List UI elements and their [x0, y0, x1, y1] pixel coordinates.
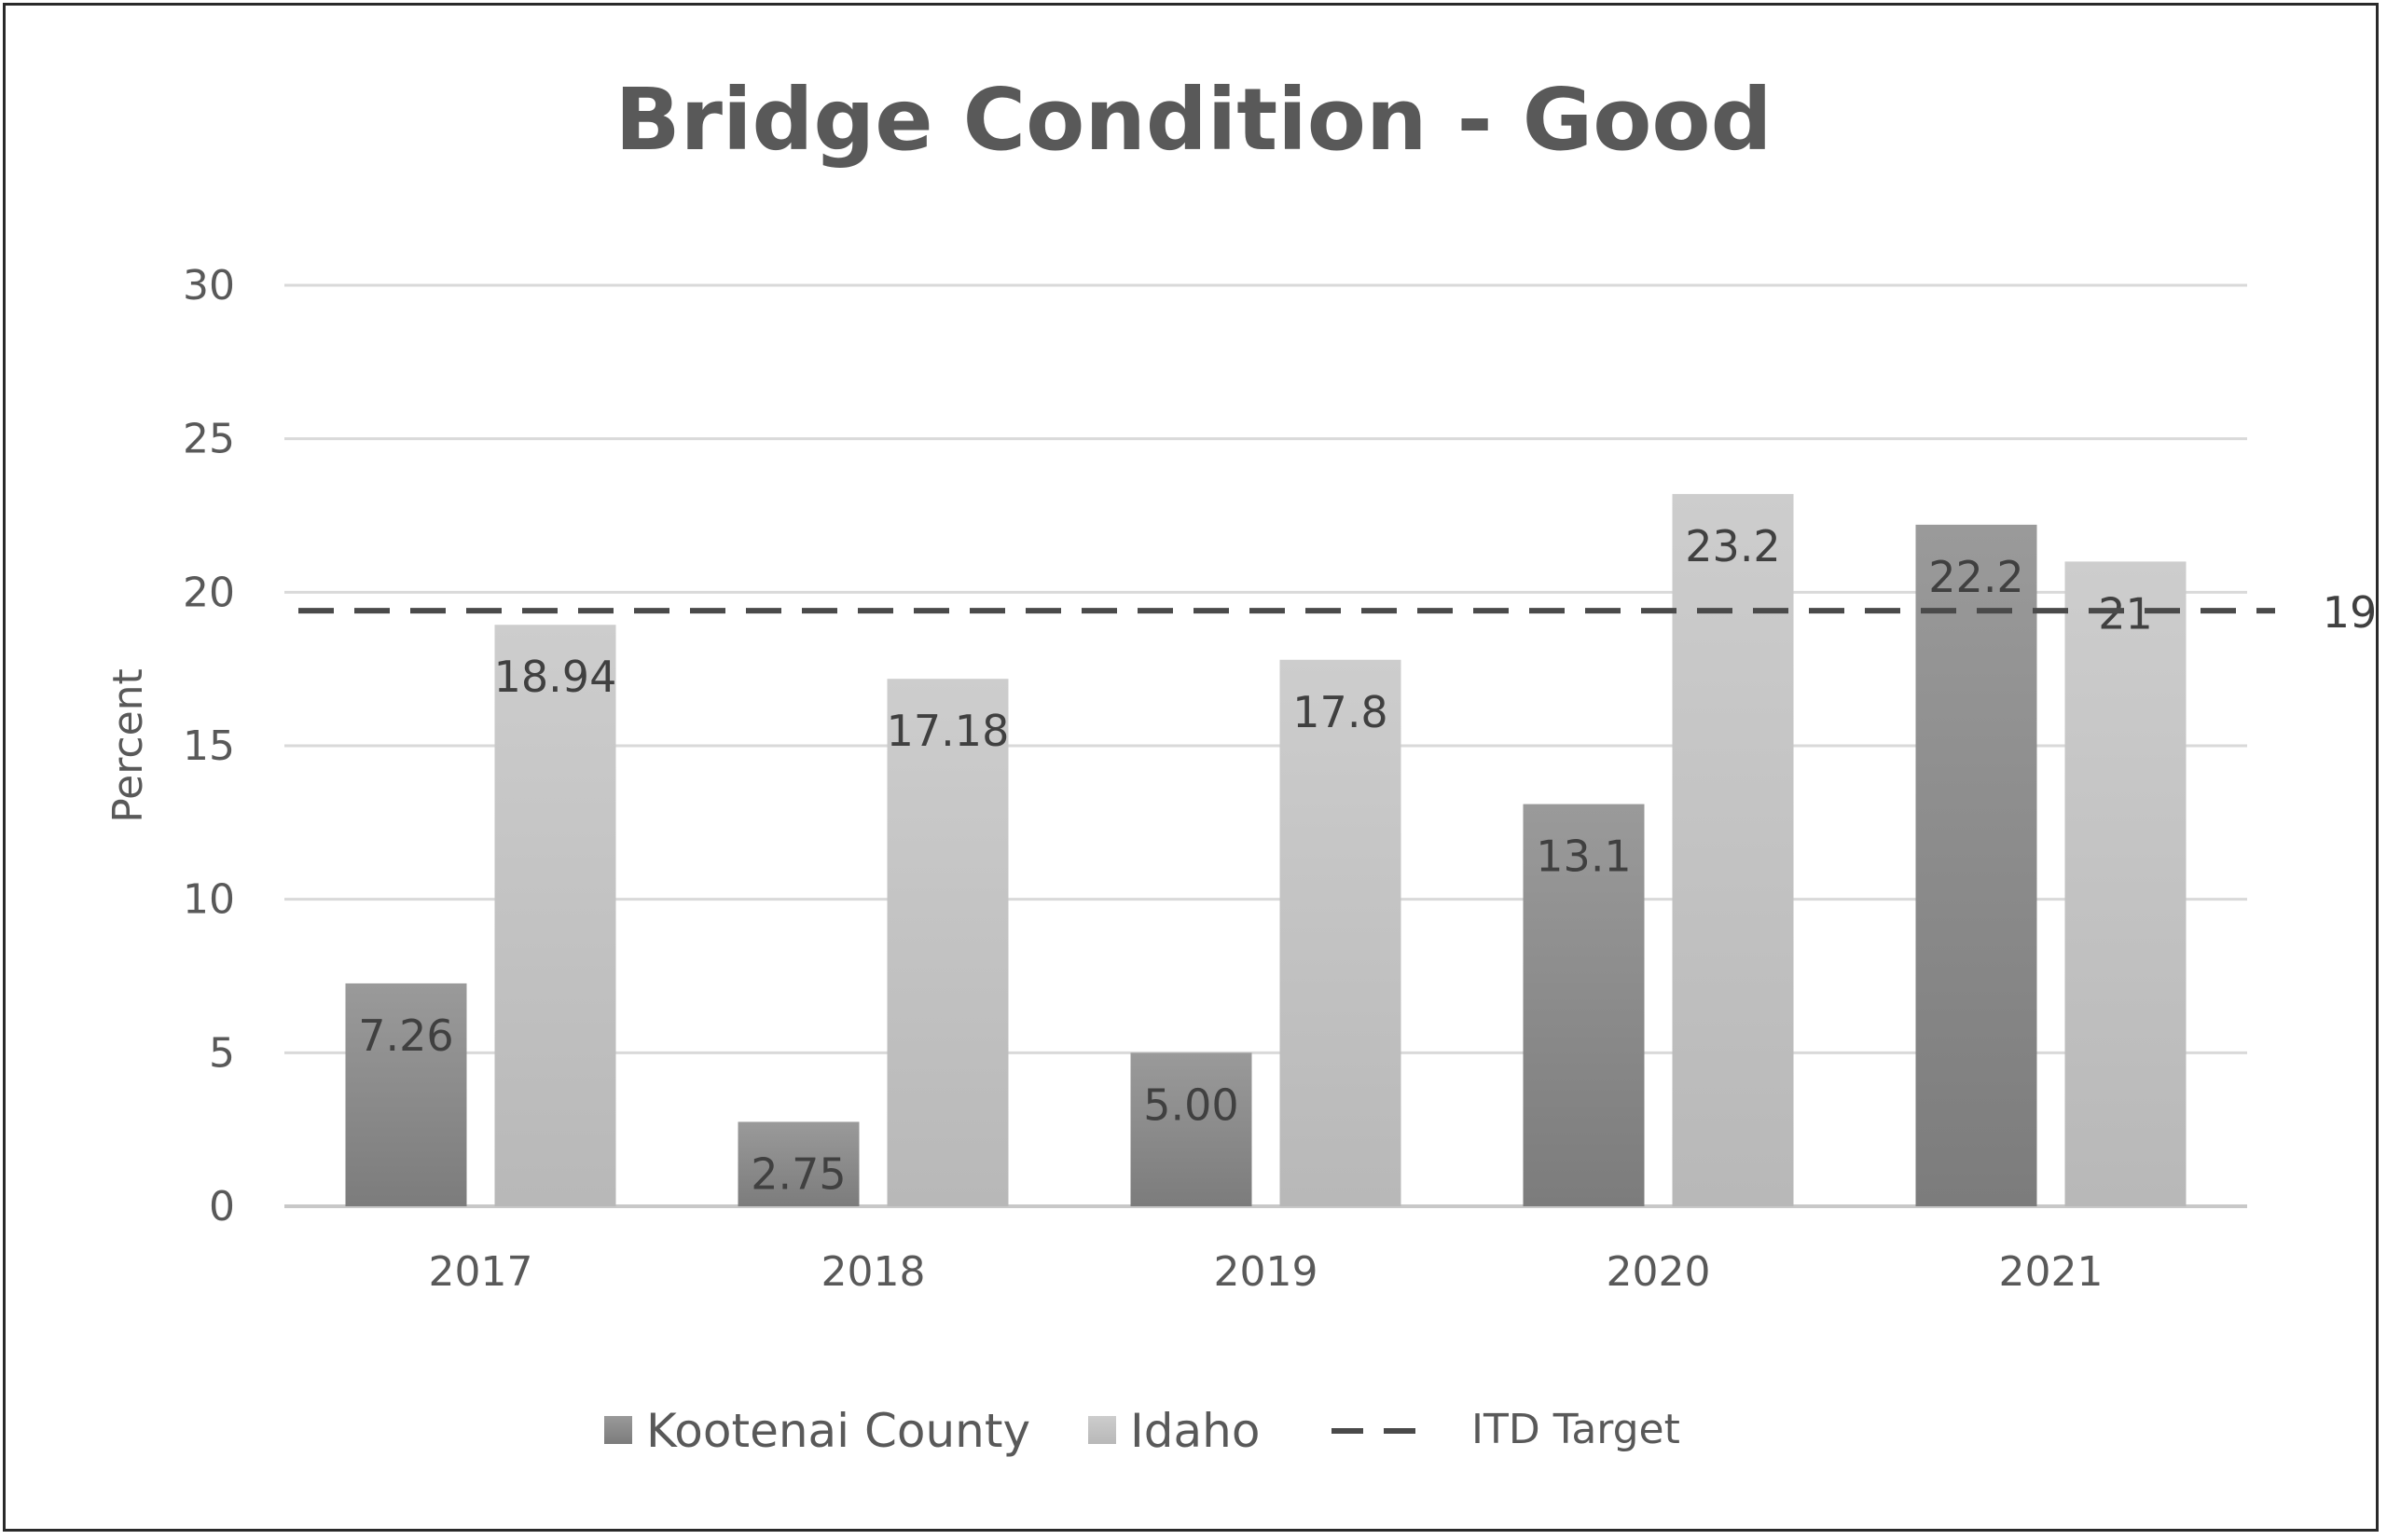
- bar-idaho-2020: [1672, 493, 1794, 1206]
- legend-item-idaho-swatch: [1088, 1416, 1116, 1444]
- x-axis-ticks: 2017 2018 2019 2020 2021: [429, 1248, 2104, 1296]
- bar-idaho-2018: [887, 679, 1009, 1206]
- data-label: 2.75: [751, 1148, 846, 1199]
- x-tick-label: 2017: [429, 1248, 533, 1296]
- y-tick-label: 10: [183, 876, 235, 924]
- x-tick-label: 2019: [1214, 1248, 1318, 1296]
- bar-kootenai-2017: [345, 983, 467, 1206]
- legend-item-idaho-label: Idaho: [1130, 1404, 1260, 1458]
- legend: Kootenai County Idaho ITD Target: [604, 1404, 1680, 1458]
- x-tick-label: 2020: [1607, 1248, 1711, 1296]
- legend-item-kootenai-label: Kootenai County: [646, 1404, 1030, 1458]
- data-label: 22.2: [1928, 552, 2023, 602]
- y-tick-label: 25: [183, 416, 235, 463]
- data-label: 17.8: [1292, 687, 1387, 737]
- x-tick-label: 2018: [821, 1248, 926, 1296]
- y-axis-ticks: 0 5 10 15 20 25 30: [183, 262, 235, 1231]
- legend-item-target-label: ITD Target: [1471, 1406, 1680, 1453]
- chart-title: Bridge Condition - Good: [614, 70, 1772, 170]
- y-axis-label: Percent: [104, 668, 152, 823]
- data-label: 5.00: [1143, 1079, 1238, 1130]
- y-tick-label: 5: [209, 1029, 235, 1077]
- bar-idaho-2019: [1279, 659, 1401, 1206]
- data-label: 23.2: [1685, 521, 1780, 571]
- x-tick-label: 2021: [1999, 1248, 2104, 1296]
- bar-idaho-2017: [494, 625, 616, 1206]
- data-label: 21: [2098, 588, 2153, 639]
- data-label: 13.1: [1536, 832, 1631, 882]
- bar-kootenai-2018: [738, 1121, 860, 1206]
- bar-kootenai-2019: [1130, 1052, 1252, 1206]
- bar-idaho-2021: [2064, 561, 2187, 1206]
- target-line-group: 19: [298, 587, 2377, 638]
- data-label: 17.18: [887, 706, 1010, 756]
- legend-item-kootenai-swatch: [604, 1416, 632, 1444]
- data-label: 7.26: [358, 1011, 453, 1061]
- bar-kootenai-2021: [1915, 524, 2037, 1206]
- y-tick-label: 0: [209, 1183, 235, 1231]
- bar-kootenai-2020: [1523, 804, 1645, 1206]
- y-tick-label: 15: [183, 722, 235, 770]
- y-tick-label: 30: [183, 262, 235, 309]
- bars: 7.26 18.94 2.75 17.18 5.00 17.8 13.1 23.2 22.2 21: [345, 493, 2187, 1206]
- target-label: 19: [2323, 587, 2378, 638]
- data-label: 18.94: [494, 652, 617, 702]
- y-tick-label: 20: [183, 569, 235, 616]
